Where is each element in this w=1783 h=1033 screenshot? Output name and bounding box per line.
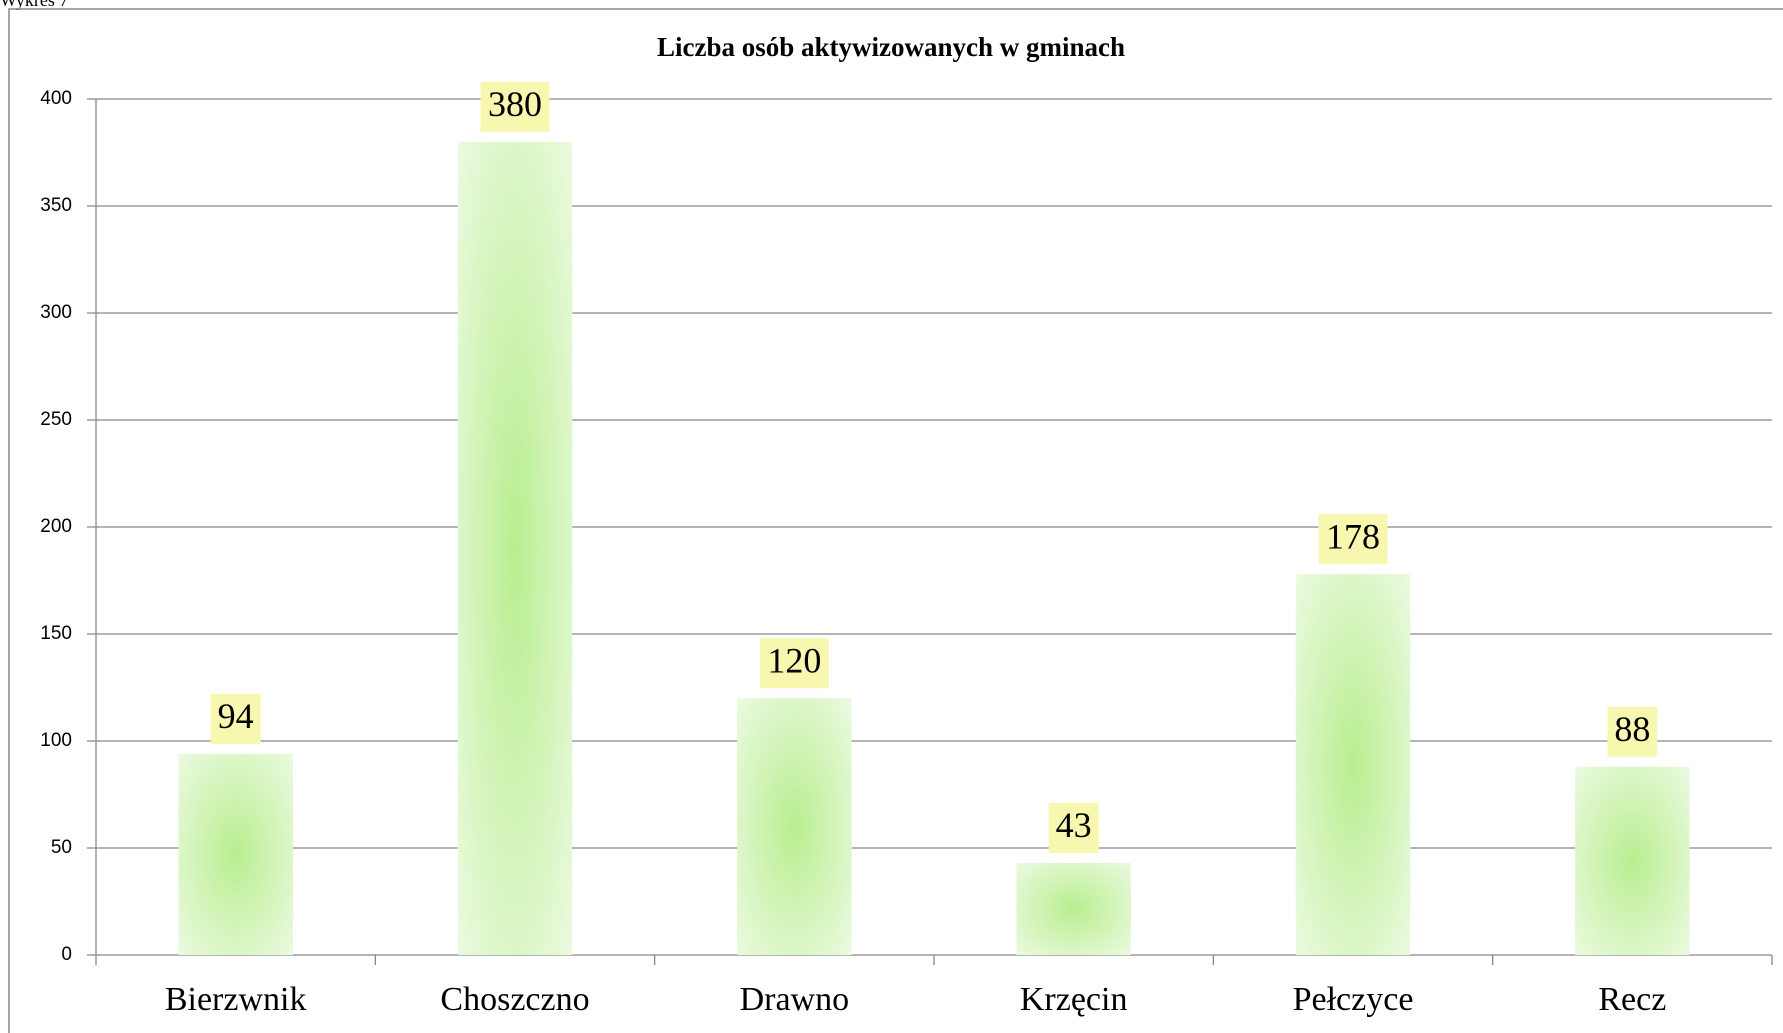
value-label-box (1318, 514, 1388, 565)
bar (1295, 574, 1411, 955)
y-tick-label: 0 (61, 944, 72, 965)
value-label: 88 (1614, 709, 1650, 749)
x-tick-label: Drawno (740, 981, 850, 1018)
value-label-box (1607, 706, 1658, 757)
x-tick-label: Pełczyce (1293, 981, 1414, 1018)
y-tick-label: 150 (40, 623, 72, 644)
value-label-box (1048, 802, 1099, 853)
y-tick-label: 200 (40, 516, 72, 537)
y-tick-label: 250 (40, 409, 72, 430)
bar (457, 141, 573, 956)
bar (178, 753, 293, 955)
y-tick-label: 350 (40, 195, 72, 216)
value-label-box (759, 638, 829, 689)
x-tick-label: Bierzwnik (165, 981, 307, 1018)
y-tick-label: 100 (40, 730, 72, 751)
caption: Wykres 7 (0, 0, 68, 10)
value-label-box (480, 81, 550, 132)
bar (737, 698, 852, 955)
y-tick-label: 300 (40, 302, 72, 323)
chart-title: Liczba osób aktywizowanych w gminach (657, 32, 1125, 62)
value-label: 178 (1326, 516, 1380, 556)
value-label: 380 (488, 84, 542, 124)
value-label: 120 (767, 640, 821, 680)
value-label: 94 (218, 696, 254, 736)
chart-border (8, 8, 1783, 1033)
value-label-box (210, 693, 261, 744)
y-tick-label: 400 (40, 88, 72, 109)
x-tick-label: Recz (1598, 981, 1666, 1018)
bar (1016, 862, 1131, 955)
x-tick-label: Krzęcin (1020, 981, 1128, 1018)
value-label: 43 (1056, 805, 1092, 845)
x-tick-label: Choszczno (440, 981, 589, 1018)
bar (1575, 766, 1690, 955)
y-tick-label: 50 (51, 837, 72, 858)
